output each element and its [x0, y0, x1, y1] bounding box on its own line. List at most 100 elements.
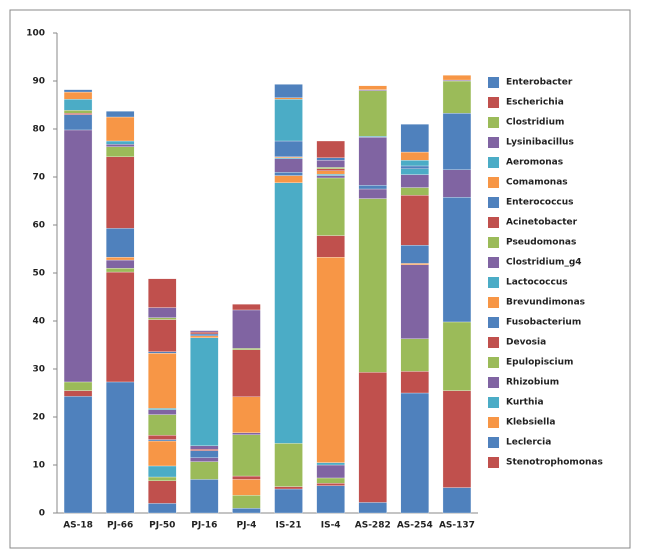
bar-segment: [190, 457, 219, 462]
bar-segment: [190, 450, 219, 458]
bar-segment: [358, 90, 387, 137]
x-tick-label: AS-254: [397, 521, 433, 531]
legend-label: Devosia: [506, 338, 546, 348]
y-tick-label: 70: [32, 173, 45, 183]
x-tick-label: PJ-50: [149, 521, 175, 531]
bar-segment: [106, 271, 135, 383]
bar-segment: [274, 99, 303, 142]
legend-swatch: [488, 257, 499, 268]
bar-segment: [316, 173, 345, 176]
y-tick-label: 30: [32, 365, 45, 375]
bar-segment: [400, 245, 430, 264]
bar-segment: [106, 259, 135, 269]
bar-segment: [274, 84, 303, 98]
bar-segment: [358, 502, 387, 514]
bar-segment: [400, 392, 430, 514]
bar-segment: [106, 228, 135, 258]
bar-segment: [442, 197, 472, 323]
bar-segment: [106, 116, 135, 142]
legend-label: Pseudomonas: [506, 238, 576, 248]
bar-segment: [232, 396, 261, 433]
bar-segment: [63, 110, 93, 114]
legend-swatch: [488, 337, 499, 348]
bar-segment: [106, 156, 135, 229]
bar-segment: [358, 137, 387, 186]
legend-label: Aeromonas: [506, 158, 563, 168]
y-tick-label: 20: [32, 413, 45, 423]
bar-segment: [232, 495, 261, 509]
legend-swatch: [488, 457, 499, 468]
legend-swatch: [488, 417, 499, 428]
bar-segment: [316, 170, 345, 175]
x-tick-label: PJ-66: [107, 521, 133, 531]
bar-segment: [190, 335, 219, 338]
bar-segment: [148, 440, 177, 467]
bar-segment: [232, 479, 261, 496]
bar-segment: [274, 172, 303, 176]
bar-segment: [358, 198, 387, 373]
bar-segment: [274, 443, 303, 487]
y-tick-label: 0: [39, 509, 45, 519]
bar-segment: [63, 129, 93, 383]
bar-segment: [148, 409, 177, 415]
bar-segment: [400, 174, 430, 188]
bar-segment: [148, 408, 177, 410]
bar-segment: [190, 449, 219, 451]
bar-segment: [316, 235, 345, 258]
bar-segment: [232, 304, 261, 311]
y-tick-label: 90: [32, 77, 45, 87]
bar-segment: [190, 333, 219, 337]
bar-segment: [190, 461, 219, 480]
bar-segment: [358, 372, 387, 503]
legend-label: Escherichia: [506, 98, 564, 108]
bar-segment: [442, 80, 472, 114]
bar-segment: [63, 113, 93, 115]
bar-segment: [442, 390, 472, 488]
x-tick-label: IS-4: [321, 521, 341, 531]
legend-label: Stenotrophomonas: [506, 458, 603, 468]
legend-swatch: [488, 117, 499, 128]
legend-label: Comamonas: [506, 178, 568, 188]
bar-segment: [63, 91, 93, 100]
bar-segment: [316, 167, 345, 169]
bar-segment: [316, 485, 345, 514]
bar-segment: [190, 337, 219, 446]
bar-segment: [400, 160, 430, 167]
bar-segment: [274, 486, 303, 490]
bar-segment: [442, 169, 472, 198]
bar-segment: [442, 321, 472, 391]
bar-segment: [316, 175, 345, 179]
legend-swatch: [488, 137, 499, 148]
bar-segment: [442, 75, 472, 81]
bar-segment: [190, 331, 219, 335]
bar-segment: [316, 464, 345, 479]
bar-segment: [232, 432, 261, 435]
x-tick-label: PJ-4: [236, 521, 256, 531]
bar-segment: [148, 307, 177, 318]
y-tick-label: 100: [26, 29, 45, 39]
bar-segment: [316, 477, 345, 484]
bar-segment: [190, 445, 219, 450]
legend-label: Clostridium_g4: [506, 258, 582, 268]
bar-segment: [400, 371, 430, 394]
bar-segment: [316, 483, 345, 486]
bar-segment: [400, 187, 430, 196]
bar-segment: [400, 168, 430, 175]
bar-segment: [106, 140, 135, 145]
bar-segment: [63, 99, 93, 111]
bar-segment: [316, 257, 345, 463]
legend-label: Enterobacter: [506, 78, 573, 88]
legend-swatch: [488, 437, 499, 448]
legend-label: Brevundimonas: [506, 298, 585, 308]
bar-segment: [106, 146, 135, 157]
x-tick-label: AS-18: [63, 521, 93, 531]
bar-segment: [148, 351, 177, 354]
bar-segment: [400, 165, 430, 169]
bar-segment: [63, 390, 93, 397]
bar-segment: [63, 89, 93, 93]
x-tick-label: IS-21: [276, 521, 302, 531]
bar-segment: [232, 434, 261, 477]
legend-swatch: [488, 157, 499, 168]
bar-segment: [190, 330, 219, 333]
